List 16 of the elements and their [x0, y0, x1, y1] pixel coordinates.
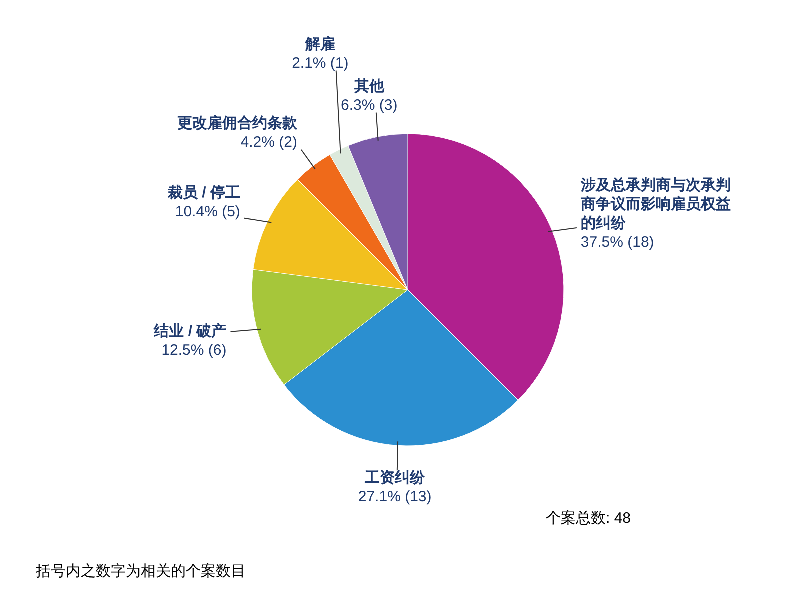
- slice-label: 裁员 / 停工: [166, 184, 240, 202]
- text: 括号内之数字为相关的个案数目: [36, 563, 246, 580]
- data-label: 2.1% (1): [292, 54, 349, 72]
- data-label: 12.5% (6): [162, 342, 227, 360]
- slice-label: 其他: [353, 78, 386, 95]
- slice-label: 解雇: [304, 34, 336, 53]
- slice-label: 结业 / 破产: [153, 323, 227, 340]
- text: 个案总数: 48: [546, 510, 632, 527]
- slice-label: 工资纠纷: [364, 470, 426, 487]
- data-label: 6.3% (3): [341, 96, 398, 114]
- slice-label: 更改雇佣合约条款: [177, 114, 298, 132]
- data-label: 10.4% (5): [175, 203, 240, 220]
- data-label: 4.2% (2): [240, 134, 298, 151]
- data-label: 37.5% (18): [580, 234, 654, 252]
- data-label: 27.1% (13): [358, 488, 432, 506]
- slice-label: 涉及总承判商与次承判商争议而影响雇员权益的纠纷: [580, 176, 731, 232]
